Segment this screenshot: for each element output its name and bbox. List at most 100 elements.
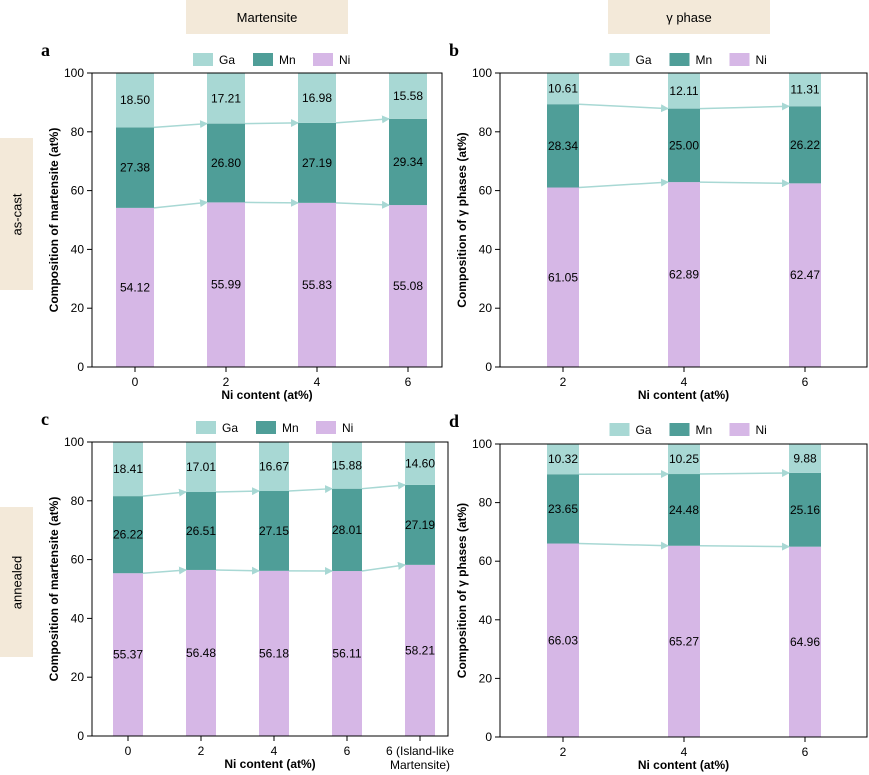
- legend-swatch-d-ga: [609, 423, 630, 436]
- x-tick-label-a-3-0: 6: [405, 375, 412, 389]
- bar-a-ga-2: [298, 73, 336, 123]
- trend-arrow-d-mn-1: [699, 469, 790, 478]
- plot-frame-a: [91, 72, 443, 368]
- value-label-c-mn-1: 26.51: [186, 524, 216, 538]
- value-label-b-ga-0: 10.61: [548, 82, 578, 96]
- y-tick-label-c-1: 20: [71, 670, 85, 684]
- value-label-c-mn-2: 27.15: [259, 524, 289, 538]
- value-label-b-mn-1: 25.00: [669, 138, 699, 152]
- legend-swatch-b-mn: [669, 53, 690, 66]
- legend-label-c-ni: Ni: [342, 421, 353, 435]
- bar-c-ga-4: [405, 442, 435, 485]
- legend-label-a-ga: Ga: [219, 53, 235, 67]
- value-label-c-mn-0: 26.22: [113, 528, 143, 542]
- legend-swatch-c-mn: [256, 421, 276, 434]
- x-tick-label-a-2-0: 4: [314, 375, 321, 389]
- bar-a-ni-0: [116, 207, 154, 367]
- bar-d-mn-2: [789, 472, 821, 547]
- bar-c-ni-4: [405, 564, 435, 736]
- trend-arrow-a-mn-0: [153, 120, 208, 129]
- panel-letter-d: d: [449, 411, 459, 431]
- bar-a-mn-2: [298, 122, 336, 203]
- y-tick-label-b-2: 40: [479, 242, 493, 256]
- x-tick-label-a-1-0: 2: [223, 375, 230, 389]
- y-tick-label-b-0: 0: [485, 360, 492, 374]
- bar-b-mn-0: [547, 104, 579, 188]
- trend-arrow-a-mn-1: [244, 119, 299, 128]
- x-tick-label-c-2-0: 4: [271, 744, 278, 758]
- y-tick-label-a-3: 60: [71, 184, 85, 198]
- bar-c-ni-2: [259, 570, 289, 736]
- y-tick-label-d-5: 100: [472, 437, 492, 451]
- y-tick-label-c-2: 40: [71, 611, 85, 625]
- x-tick-label-b-2-0: 6: [802, 375, 809, 389]
- y-tick-label-d-0: 0: [485, 730, 492, 744]
- legend-label-b-mn: Mn: [696, 53, 713, 67]
- value-label-b-mn-0: 28.34: [548, 139, 578, 153]
- x-axis-title-c: Ni content (at%): [224, 757, 315, 771]
- value-label-c-ni-0: 55.37: [113, 648, 143, 662]
- y-tick-label-c-3: 60: [71, 553, 85, 567]
- x-tick-label-c-3-0: 6: [344, 744, 351, 758]
- bar-a-ni-2: [298, 202, 336, 367]
- y-tick-label-b-1: 20: [479, 301, 493, 315]
- bar-c-mn-0: [113, 496, 143, 574]
- value-label-b-ga-2: 11.31: [790, 83, 819, 97]
- trend-arrow-a-ni-2: [335, 200, 390, 209]
- value-label-d-ni-1: 65.27: [669, 634, 699, 648]
- y-tick-label-d-3: 60: [479, 554, 493, 568]
- trend-arrow-b-ni-1: [699, 179, 790, 188]
- value-label-d-mn-2: 25.16: [790, 503, 820, 517]
- bar-d-mn-0: [547, 474, 579, 544]
- y-tick-label-c-4: 80: [71, 494, 85, 508]
- legend-swatch-a-ga: [193, 53, 213, 66]
- x-axis-title-d: Ni content (at%): [638, 758, 729, 772]
- bar-c-ga-2: [259, 442, 289, 492]
- value-label-a-ni-2: 55.83: [302, 278, 332, 292]
- value-label-d-ni-2: 64.96: [790, 635, 820, 649]
- y-tick-label-d-4: 80: [479, 496, 493, 510]
- bar-d-ga-1: [668, 444, 700, 475]
- panel-letter-c: c: [41, 409, 49, 429]
- bar-b-ni-1: [668, 182, 700, 367]
- trend-arrow-c-mn-3: [361, 481, 406, 490]
- bar-b-ga-0: [547, 73, 579, 105]
- bar-c-mn-3: [332, 488, 362, 572]
- bar-a-ga-1: [207, 73, 245, 124]
- value-label-a-ga-0: 18.50: [120, 93, 150, 107]
- legend-label-c-ga: Ga: [222, 421, 238, 435]
- trend-arrow-b-mn-0: [578, 103, 669, 113]
- bar-d-ni-0: [547, 543, 579, 737]
- bar-c-ga-3: [332, 442, 362, 489]
- y-tick-label-b-4: 80: [479, 125, 493, 139]
- y-axis-title-c: Composition of martensite (at%): [47, 497, 61, 682]
- legend-label-d-ni: Ni: [756, 423, 767, 437]
- value-label-a-ga-3: 15.58: [393, 89, 423, 103]
- y-axis-title-d: Composition of γ phases (at%): [455, 503, 469, 678]
- legend-swatch-b-ga: [609, 53, 630, 66]
- bar-b-ga-2: [789, 73, 821, 107]
- bar-a-ni-3: [389, 205, 427, 367]
- bar-b-ga-1: [668, 73, 700, 109]
- trend-arrow-d-ni-1: [699, 542, 790, 551]
- x-tick-label-c-4-1: Martensite): [390, 758, 450, 772]
- value-label-d-ga-1: 10.25: [669, 452, 699, 466]
- trend-arrow-c-mn-0: [142, 488, 187, 497]
- x-tick-label-d-0-0: 2: [560, 745, 567, 759]
- value-label-a-ga-2: 16.98: [302, 91, 332, 105]
- bar-a-ni-1: [207, 202, 245, 367]
- value-label-a-mn-2: 27.19: [302, 156, 332, 170]
- y-tick-label-a-5: 100: [64, 66, 84, 80]
- bar-a-mn-0: [116, 127, 154, 208]
- value-label-c-ga-3: 15.88: [332, 458, 362, 472]
- trend-arrow-a-mn-2: [335, 115, 390, 124]
- x-tick-label-c-1-0: 2: [198, 744, 205, 758]
- bar-c-ga-0: [113, 442, 143, 497]
- legend-swatch-a-ni: [313, 53, 333, 66]
- value-label-a-ni-3: 55.08: [393, 279, 423, 293]
- bar-a-ga-0: [116, 73, 154, 128]
- value-label-d-mn-1: 24.48: [669, 503, 699, 517]
- value-label-b-ga-1: 12.11: [669, 84, 698, 98]
- y-tick-label-c-5: 100: [64, 435, 84, 449]
